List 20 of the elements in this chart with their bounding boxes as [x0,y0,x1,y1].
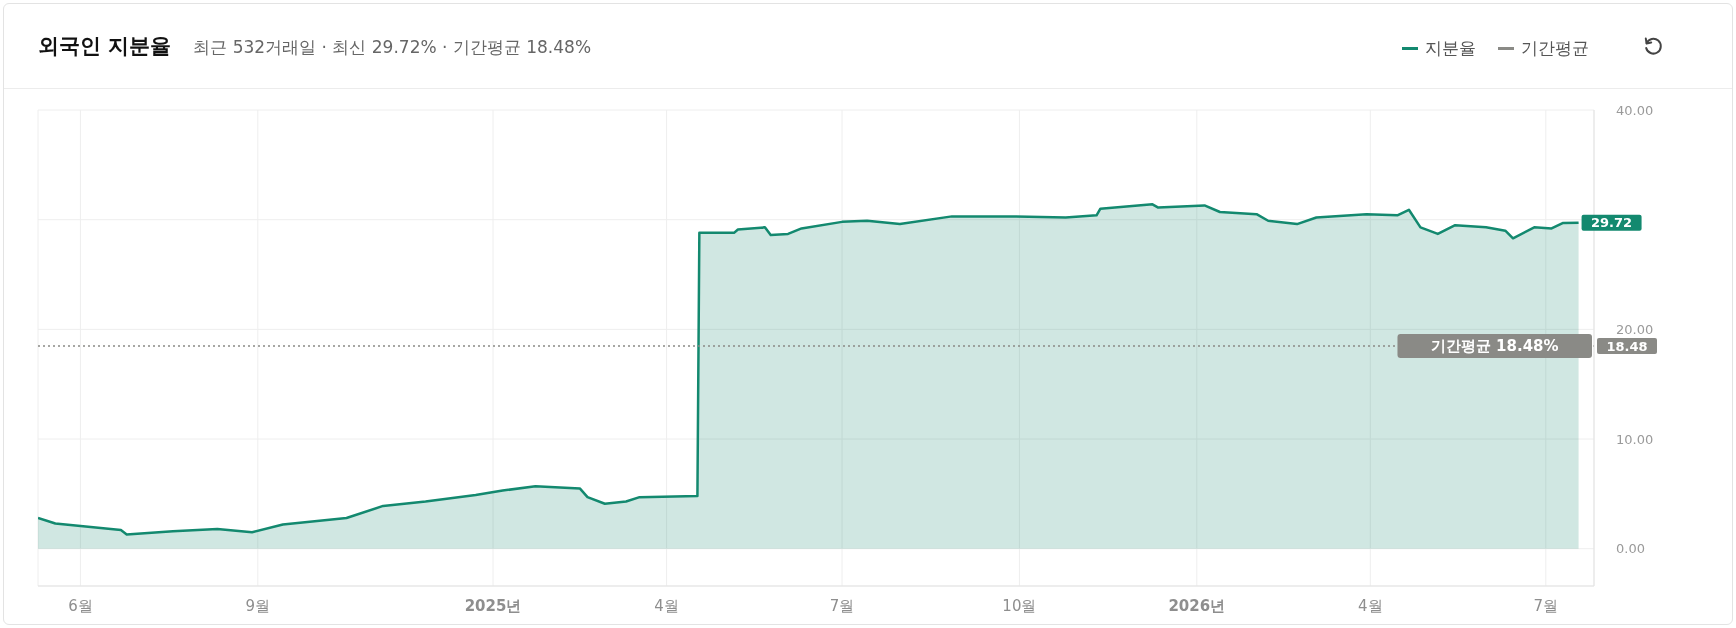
x-tick-label: 9월 [245,596,271,615]
y-tick-label: 10.00 [1616,431,1654,447]
x-tick-label: 7월 [829,596,855,615]
x-tick-label: 6월 [68,596,93,615]
x-tick-label: 2025년 [464,596,522,615]
data-label: 18.48 [1606,338,1648,354]
chart-title: 외국인 지분율 [38,33,172,60]
annotation: 기간평균 18.48% [1430,337,1559,356]
y-tick-label: 20.00 [1616,321,1654,337]
y-tick-label: 40.00 [1616,102,1654,118]
chart-subtitle: 최근 532거래일 · 최신 29.72% · 기간평균 18.48% [193,36,592,59]
legend-label: 기간평균 [1521,37,1589,60]
x-tick-label: 4월 [1358,596,1383,615]
y-tick-label: 0.00 [1616,541,1645,557]
legend-label: 지분율 [1425,37,1476,60]
x-tick-label: 10월 [1002,596,1037,615]
data-label: 29.72 [1591,215,1633,231]
x-tick-label: 2026년 [1168,596,1226,615]
x-tick-label: 7월 [1533,596,1559,615]
x-tick-label: 4월 [654,596,679,615]
